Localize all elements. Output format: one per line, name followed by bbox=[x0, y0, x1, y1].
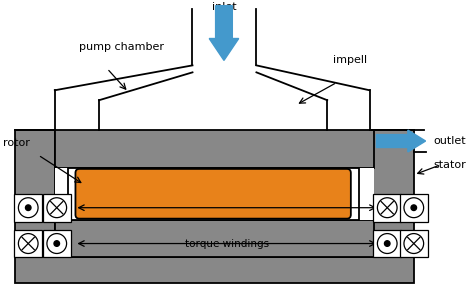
FancyArrow shape bbox=[209, 6, 239, 61]
Bar bbox=[55, 168, 374, 220]
Bar bbox=[400, 230, 428, 258]
FancyBboxPatch shape bbox=[75, 169, 351, 219]
Bar bbox=[400, 194, 428, 222]
Bar bbox=[55, 130, 374, 168]
Bar bbox=[15, 230, 42, 258]
Bar bbox=[373, 130, 414, 258]
Bar bbox=[374, 230, 401, 258]
Circle shape bbox=[26, 205, 31, 210]
Bar bbox=[374, 194, 401, 222]
Text: impell: impell bbox=[333, 55, 367, 65]
Text: pump chamber: pump chamber bbox=[79, 42, 164, 52]
Circle shape bbox=[384, 241, 390, 246]
Circle shape bbox=[411, 205, 417, 210]
Text: stator: stator bbox=[433, 160, 466, 170]
Text: rotor: rotor bbox=[3, 138, 29, 148]
Bar bbox=[16, 130, 55, 258]
FancyArrow shape bbox=[376, 130, 426, 152]
Circle shape bbox=[54, 241, 60, 246]
Text: torque windings: torque windings bbox=[185, 239, 269, 249]
Bar bbox=[43, 230, 71, 258]
Text: inlet: inlet bbox=[212, 2, 236, 12]
Bar bbox=[16, 258, 414, 283]
Bar bbox=[15, 194, 42, 222]
Bar bbox=[68, 168, 359, 220]
Text: suspension windings: suspension windings bbox=[173, 203, 281, 213]
Text: outlet: outlet bbox=[433, 136, 466, 146]
Bar bbox=[43, 194, 71, 222]
Bar bbox=[55, 220, 374, 258]
